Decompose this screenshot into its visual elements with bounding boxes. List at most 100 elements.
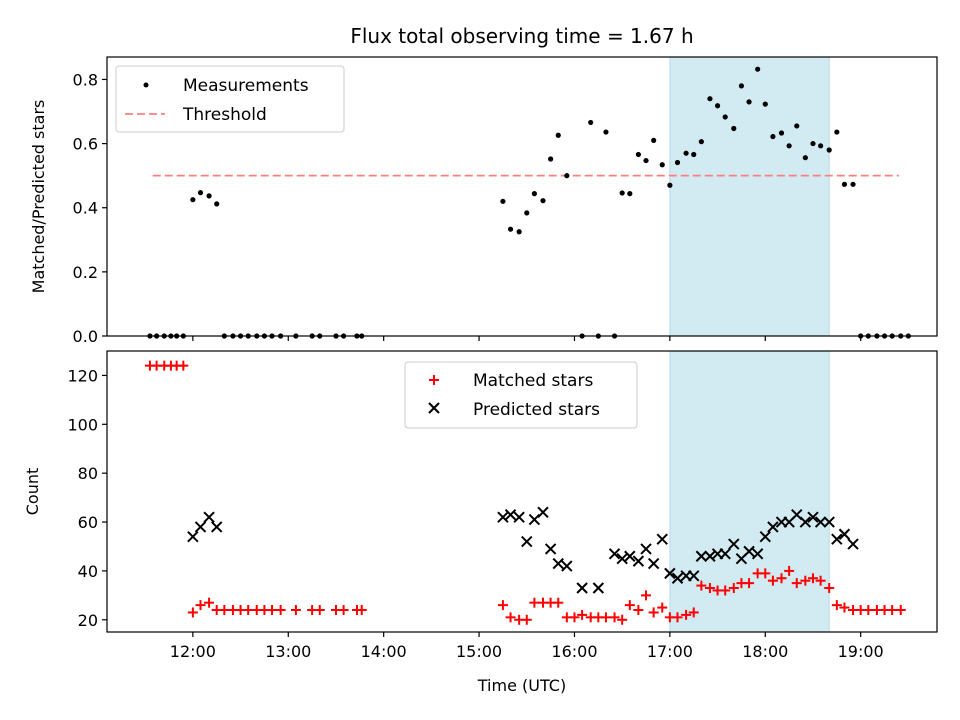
measurement-point — [841, 181, 848, 187]
predicted-star-point — [688, 570, 700, 582]
measurement-point — [197, 190, 204, 196]
x-tick-label: 12:00 — [170, 642, 216, 661]
measurement-point — [722, 114, 728, 120]
measurement-point — [651, 137, 657, 143]
x-tick-label: 16:00 — [551, 642, 597, 661]
measurement-point — [794, 123, 800, 129]
observing-window-rect — [669, 56, 830, 337]
matched-star-point — [807, 573, 818, 584]
matched-star-point — [529, 597, 540, 608]
x-tick-label: 18:00 — [742, 642, 788, 661]
predicted-star-point — [719, 548, 731, 560]
y-tick-label: 120 — [67, 366, 98, 385]
predicted-star-point — [656, 533, 668, 545]
matched-star-point — [609, 612, 620, 623]
measurement-point — [643, 157, 649, 164]
matched-star-point — [895, 605, 906, 616]
matched-star-point — [839, 602, 850, 613]
predicted-star-point — [624, 550, 636, 562]
top-panel: 0.00.20.40.60.8 Matched/Predicted stars … — [29, 56, 938, 346]
measurement-point — [588, 119, 594, 126]
top-x-axis-ticks — [192, 336, 862, 341]
matched-star-point — [521, 614, 532, 625]
matched-star-point — [178, 360, 189, 371]
measurement-point — [834, 129, 840, 135]
predicted-star-point — [759, 530, 771, 543]
measurement-point — [524, 210, 530, 216]
measurement-point — [500, 198, 506, 204]
bottom-y-axis-label: Count — [23, 468, 42, 516]
matched-star-point — [195, 600, 206, 611]
matched-star-point — [887, 605, 898, 616]
measurement-point — [548, 156, 554, 162]
matched-star-point — [204, 597, 215, 608]
predicted-star-point — [544, 543, 557, 555]
matched-star-point — [728, 583, 739, 594]
matched-star-point — [641, 590, 652, 601]
matched-star-point — [569, 612, 580, 623]
bottom-x-axis-label: Time (UTC) — [477, 676, 566, 695]
predicted-star-point — [664, 567, 676, 580]
predicted-star-point — [743, 545, 755, 558]
measurement-point — [738, 83, 745, 89]
matched-star-point — [187, 607, 198, 618]
matched-star-point — [831, 600, 842, 611]
y-tick-label: 0.8 — [73, 70, 98, 89]
top-axes-frame — [106, 56, 938, 337]
measurement-point — [564, 173, 570, 179]
observing-window-span-bottom — [669, 350, 830, 633]
x-tick-label: 17:00 — [647, 642, 693, 661]
predicted-star-point — [616, 552, 628, 565]
matched-stars-points — [144, 360, 906, 625]
predicted-star-point — [552, 557, 564, 570]
x-tick-label: 14:00 — [361, 642, 407, 661]
measurement-point — [770, 133, 776, 140]
top-y-axis-label: Matched/Predicted stars — [29, 100, 48, 294]
matched-star-point — [681, 609, 692, 620]
matched-star-point — [863, 605, 874, 616]
legend-predicted-marker — [428, 402, 440, 414]
y-tick-label: 0.2 — [73, 263, 98, 282]
measurement-point — [755, 66, 761, 72]
predicted-star-point — [704, 550, 716, 562]
matched-star-point — [720, 585, 731, 596]
measurement-point — [698, 139, 704, 145]
measurement-point — [603, 129, 609, 135]
predicted-star-point — [537, 506, 549, 518]
bottom-x-axis-ticks: 12:00 13:00 14:00 15:00 16:00 17:00 18:00 19:00 — [170, 632, 884, 661]
measurement-point — [619, 190, 625, 196]
measurement-point — [667, 182, 673, 188]
measurement-point — [683, 150, 689, 156]
measurement-point — [826, 147, 832, 153]
measurement-point — [762, 101, 768, 107]
matched-star-point — [760, 568, 771, 579]
bottom-y-axis-ticks: 20 40 60 80 100 120 — [67, 366, 107, 630]
predicted-star-point — [504, 509, 517, 521]
measurement-point — [850, 181, 856, 187]
predicted-star-point — [671, 572, 684, 584]
predicted-star-point — [513, 511, 525, 523]
predicted-star-point — [767, 521, 779, 533]
matched-star-point — [577, 609, 588, 620]
matched-star-point — [767, 575, 778, 586]
matched-star-point — [704, 583, 715, 594]
predicted-star-point — [203, 511, 215, 523]
matched-star-point — [243, 605, 254, 616]
matched-star-point — [633, 605, 644, 616]
measurement-point — [507, 226, 514, 232]
predicted-star-point — [640, 543, 652, 555]
predicted-star-point — [838, 528, 851, 540]
predicted-star-point — [211, 521, 223, 533]
y-tick-label: 80 — [78, 464, 98, 483]
top-legend: Measurements Threshold — [115, 65, 345, 133]
legend-matched-label: Matched stars — [473, 371, 593, 391]
bottom-legend: Matched stars Predicted stars — [404, 361, 638, 429]
matched-star-point — [815, 575, 826, 586]
observing-window-rect — [669, 350, 830, 633]
y-tick-label: 0.0 — [73, 327, 98, 346]
legend-threshold-label: Threshold — [182, 105, 267, 125]
y-tick-label: 100 — [67, 415, 98, 434]
matched-star-point — [648, 607, 659, 618]
matched-star-point — [657, 602, 668, 613]
